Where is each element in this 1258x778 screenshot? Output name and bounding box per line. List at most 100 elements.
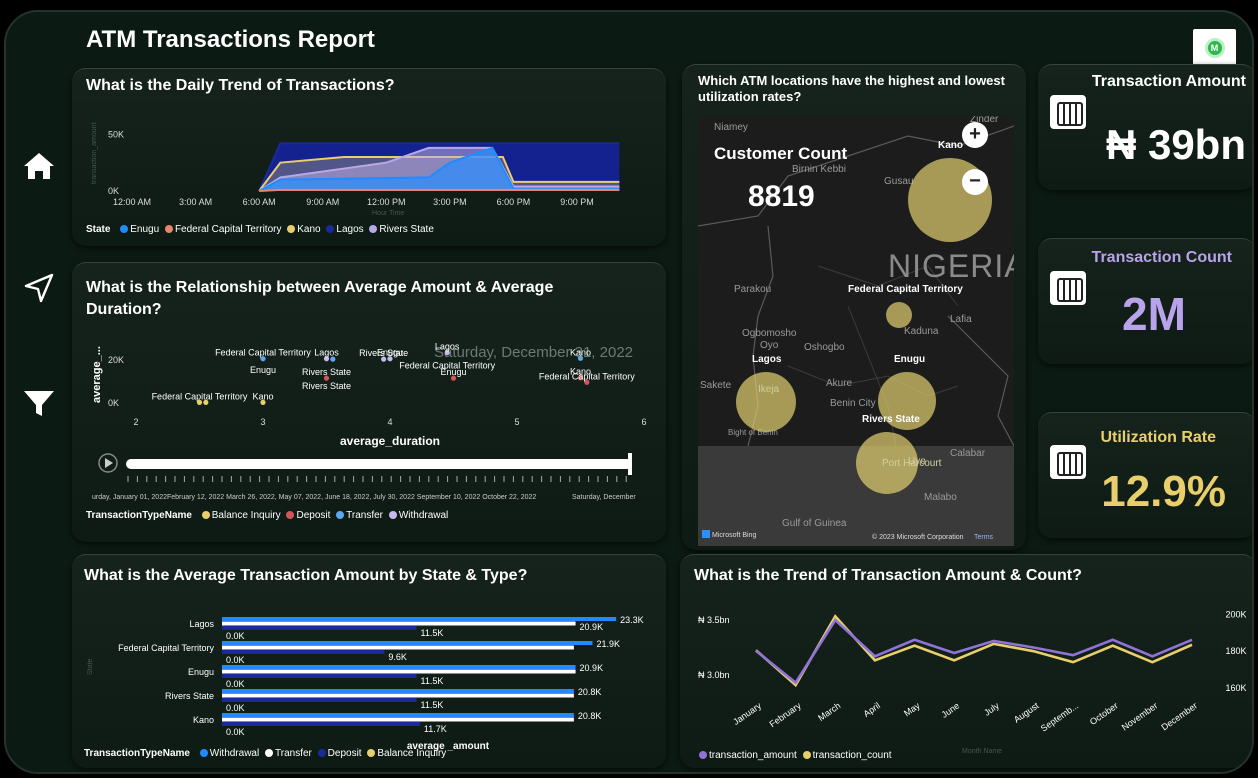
bar-deposit: [222, 674, 417, 678]
bar-deposit: [222, 626, 417, 630]
legend-item-transfer[interactable]: Transfer: [275, 748, 312, 759]
kpi-count-label: Transaction Count: [1091, 249, 1232, 266]
map-title-line2: utilization rates?: [698, 89, 802, 104]
bar-value-label: 0.0K: [226, 727, 245, 737]
map-label-fct: Federal Capital Territory: [848, 284, 963, 295]
legend-item-balance-inquiry[interactable]: Balance Inquiry: [211, 510, 281, 521]
map-bubble-rivers[interactable]: [856, 432, 918, 494]
daily-ylabel-faint: transaction_amount: [91, 122, 98, 184]
scatter-chart[interactable]: Saturday, December 31, 2022 average_... 0K…: [72, 263, 666, 543]
trend-xlabel-faint: Month Name: [962, 748, 1002, 755]
legend-item-lagos[interactable]: Lagos: [336, 224, 364, 235]
trend-x-tick: August: [1012, 700, 1041, 725]
trend-line-count: [755, 614, 1193, 688]
trend-x-tick: November: [1120, 700, 1160, 732]
scatter-point-label: Kano: [252, 391, 273, 401]
scatter-point-label: Enugu: [250, 365, 276, 375]
bar-deposit: [222, 650, 385, 654]
legend-swatch-fct: [164, 225, 173, 233]
map-bubble-fct[interactable]: [886, 302, 912, 328]
legend-swatch-balance-inquiry: [201, 511, 210, 519]
scatter-x-tick: 5: [514, 417, 519, 427]
daily-trend-title: What is the Daily Trend of Transactions?: [86, 77, 395, 94]
legend-item-withdrawal[interactable]: Withdrawal: [398, 510, 449, 521]
play-axis-handle[interactable]: [628, 453, 632, 475]
home-icon[interactable]: [20, 147, 58, 185]
scatter-point: [196, 399, 203, 405]
bar-chart[interactable]: State Lagos 23.3K 20.9K 11.5K 0.0K Federal Cap…: [72, 555, 666, 769]
bar-value-label: 20.8K: [578, 687, 602, 697]
map-place-gulf-of-guinea: Gulf of Guinea: [782, 518, 847, 529]
scatter-point: [444, 350, 450, 356]
navigate-arrow-icon[interactable]: [20, 269, 58, 307]
bar-withdrawal: [222, 641, 593, 645]
map-title-line1: Which ATM locations have the highest and…: [698, 73, 1005, 88]
bar-withdrawal: [222, 665, 576, 669]
bar-withdrawal: [222, 689, 574, 693]
trend-x-tick: July: [982, 700, 1001, 718]
legend-item-transfer[interactable]: Transfer: [346, 510, 384, 521]
map-borders: [698, 125, 1014, 457]
bar-value-label: 20.8K: [578, 711, 602, 721]
play-axis-slider[interactable]: [126, 459, 632, 469]
legend-item-balance-inquiry[interactable]: Balance Inquiry: [377, 748, 447, 759]
scatter-point: [577, 375, 584, 381]
legend-item-withdrawal[interactable]: Withdrawal: [209, 748, 260, 759]
daily-x-tick: 12:00 PM: [367, 197, 406, 207]
legend-item-rivers[interactable]: Rivers State: [379, 224, 434, 235]
trend-y-right-tick: 200K: [1225, 610, 1246, 620]
map-country-label: NIGERIA: [888, 248, 1014, 284]
map-label-kano: Kano: [938, 140, 963, 151]
bar-category-label: Rivers State: [165, 691, 214, 701]
daily-trend-chart[interactable]: transaction_amount Hour Time 0K 50K 12:00 AM…: [72, 69, 666, 247]
scatter-xlabel: average_duration: [340, 434, 440, 448]
map-place-port-harcourt: Port Harcourt: [882, 458, 942, 469]
scatter-point-label: Lagos: [435, 342, 460, 352]
scatter-point-label: Federal Capital Territory: [399, 360, 495, 370]
scatter-date-watermark: Saturday, December 31, 2022: [434, 344, 633, 361]
map-place-bight-of-benin: Bight of Benin: [728, 428, 778, 437]
legend-item-count[interactable]: transaction_count: [812, 750, 892, 761]
map-terms-link[interactable]: Terms: [974, 534, 994, 541]
filter-icon[interactable]: [20, 384, 58, 422]
trend-line-amount: [755, 617, 1193, 685]
bar-ylabel-faint: State: [87, 659, 94, 675]
app-logo: M: [1193, 29, 1236, 67]
play-axis-button[interactable]: [98, 453, 118, 473]
utilization-map[interactable]: Niamey Zinder Birnin Kebbi Gusau Kaduna …: [698, 116, 1014, 546]
timeline-end-label: Saturday, December: [572, 494, 636, 501]
trend-chart[interactable]: ₦ 3.0bn ₦ 3.5bn 160K 180K 200K January Februar…: [680, 555, 1254, 769]
map-copyright: © 2023 Microsoft Corporation: [872, 534, 964, 541]
legend-item-deposit[interactable]: Deposit: [327, 748, 362, 759]
trend-y-left-tick: ₦ 3.0bn: [698, 670, 730, 680]
legend-item-enugu[interactable]: Enugu: [130, 224, 160, 235]
legend-swatch-lagos: [326, 225, 335, 233]
legend-item-amount[interactable]: transaction_amount: [709, 750, 797, 761]
legend-item-deposit[interactable]: Deposit: [296, 510, 331, 521]
zoom-in-button[interactable]: +: [962, 122, 988, 148]
map-place-lafia: Lafia: [950, 314, 972, 325]
map-bubble-lagos[interactable]: [736, 372, 796, 432]
map-place-zinder: Zinder: [970, 116, 999, 125]
sim-chip-icon: [1050, 271, 1086, 305]
bar-withdrawal: [222, 713, 574, 717]
map-bubble-enugu[interactable]: [878, 372, 936, 430]
scatter-card: What is the Relationship between Average…: [72, 262, 666, 542]
daily-line-lagos: [258, 142, 620, 192]
legend-item-kano[interactable]: Kano: [297, 224, 321, 235]
scatter-point-label: Federal Capital Territory: [539, 371, 635, 381]
report-title: ATM Transactions Report: [86, 26, 375, 53]
bar-value-label: 20.9K: [580, 622, 604, 632]
daily-x-tick: 6:00 PM: [497, 197, 531, 207]
bar-transfer: [222, 645, 574, 650]
daily-line-rivers-state: [258, 146, 620, 192]
bar-value-label: 11.5K: [421, 676, 444, 686]
trend-legend: transaction_amount transaction_count: [696, 750, 892, 761]
bar-title: What is the Average Transaction Amount b…: [84, 567, 528, 584]
daily-x-tick: 3:00 PM: [433, 197, 467, 207]
zoom-out-button[interactable]: −: [962, 169, 988, 195]
map-place-malabo: Malabo: [924, 492, 957, 503]
bar-transfer: [222, 693, 574, 698]
map-title: Which ATM locations have the highest and…: [698, 73, 1005, 105]
legend-item-fct[interactable]: Federal Capital Territory: [174, 224, 282, 235]
